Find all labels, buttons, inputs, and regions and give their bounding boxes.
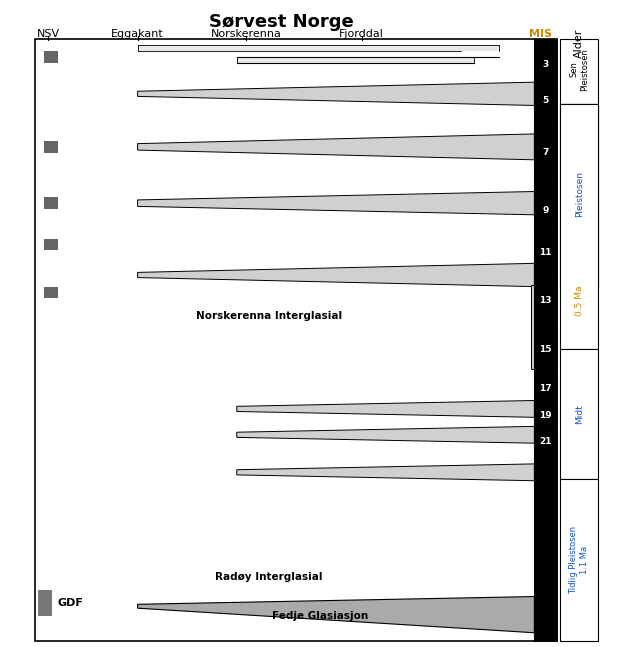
Text: Norskerenna: Norskerenna	[211, 29, 282, 39]
Bar	[44, 197, 58, 209]
Bar	[560, 104, 598, 286]
Text: Midt: Midt	[575, 404, 584, 424]
Bar	[560, 104, 598, 349]
Text: 0.5 Ma: 0.5 Ma	[575, 285, 584, 316]
Bar	[534, 231, 557, 277]
Polygon shape	[237, 464, 534, 481]
Text: Sen
Pleistosen: Sen Pleistosen	[570, 48, 589, 91]
Bar	[531, 285, 549, 369]
Bar	[534, 325, 557, 369]
Text: 19: 19	[540, 411, 552, 420]
Bar	[560, 39, 598, 104]
Text: NSV: NSV	[36, 29, 60, 39]
Bar	[534, 82, 557, 126]
Bar	[560, 479, 598, 641]
Bar	[534, 126, 557, 181]
Text: 21: 21	[540, 437, 552, 446]
Bar	[560, 349, 598, 479]
Polygon shape	[138, 134, 534, 160]
Bar	[534, 39, 557, 82]
Text: 7: 7	[543, 148, 548, 157]
Bar	[534, 402, 557, 428]
Text: Tidlig Pleistosen
1.1 Ma: Tidlig Pleistosen 1.1 Ma	[570, 525, 589, 594]
Text: 15: 15	[540, 345, 552, 354]
Text: Eggakant: Eggakant	[111, 29, 164, 39]
Text: Fjorddal: Fjorddal	[339, 29, 384, 39]
Bar	[35, 39, 557, 641]
Text: 11: 11	[540, 248, 552, 257]
Text: MIS: MIS	[529, 29, 552, 39]
Bar	[237, 57, 474, 63]
Bar	[534, 277, 557, 325]
Text: Norskerenna Interglasial: Norskerenna Interglasial	[196, 311, 342, 321]
Bar	[44, 239, 58, 250]
Text: 13: 13	[540, 296, 552, 305]
Text: 9: 9	[543, 206, 548, 215]
Bar	[44, 141, 58, 153]
Text: 5: 5	[543, 96, 548, 105]
Text: Sørvest Norge: Sørvest Norge	[209, 13, 354, 31]
Bar	[44, 287, 58, 298]
Bar	[38, 590, 52, 616]
Bar	[44, 51, 58, 63]
Text: GDF: GDF	[58, 598, 83, 608]
Polygon shape	[237, 400, 534, 417]
Polygon shape	[237, 426, 534, 443]
Text: 3: 3	[543, 60, 548, 69]
Bar	[534, 181, 557, 231]
Bar	[534, 369, 557, 402]
Bar	[534, 428, 557, 641]
Bar	[138, 45, 499, 51]
Polygon shape	[138, 192, 534, 215]
Text: Alder: Alder	[574, 29, 584, 58]
Text: Pleistosen: Pleistosen	[575, 171, 584, 217]
Polygon shape	[138, 82, 534, 105]
Polygon shape	[138, 263, 534, 287]
Polygon shape	[138, 597, 534, 633]
Text: Fedje Glasiasjon: Fedje Glasiasjon	[272, 611, 368, 621]
Text: 17: 17	[540, 384, 552, 393]
Text: Radøy Interglasial: Radøy Interglasial	[215, 572, 323, 582]
